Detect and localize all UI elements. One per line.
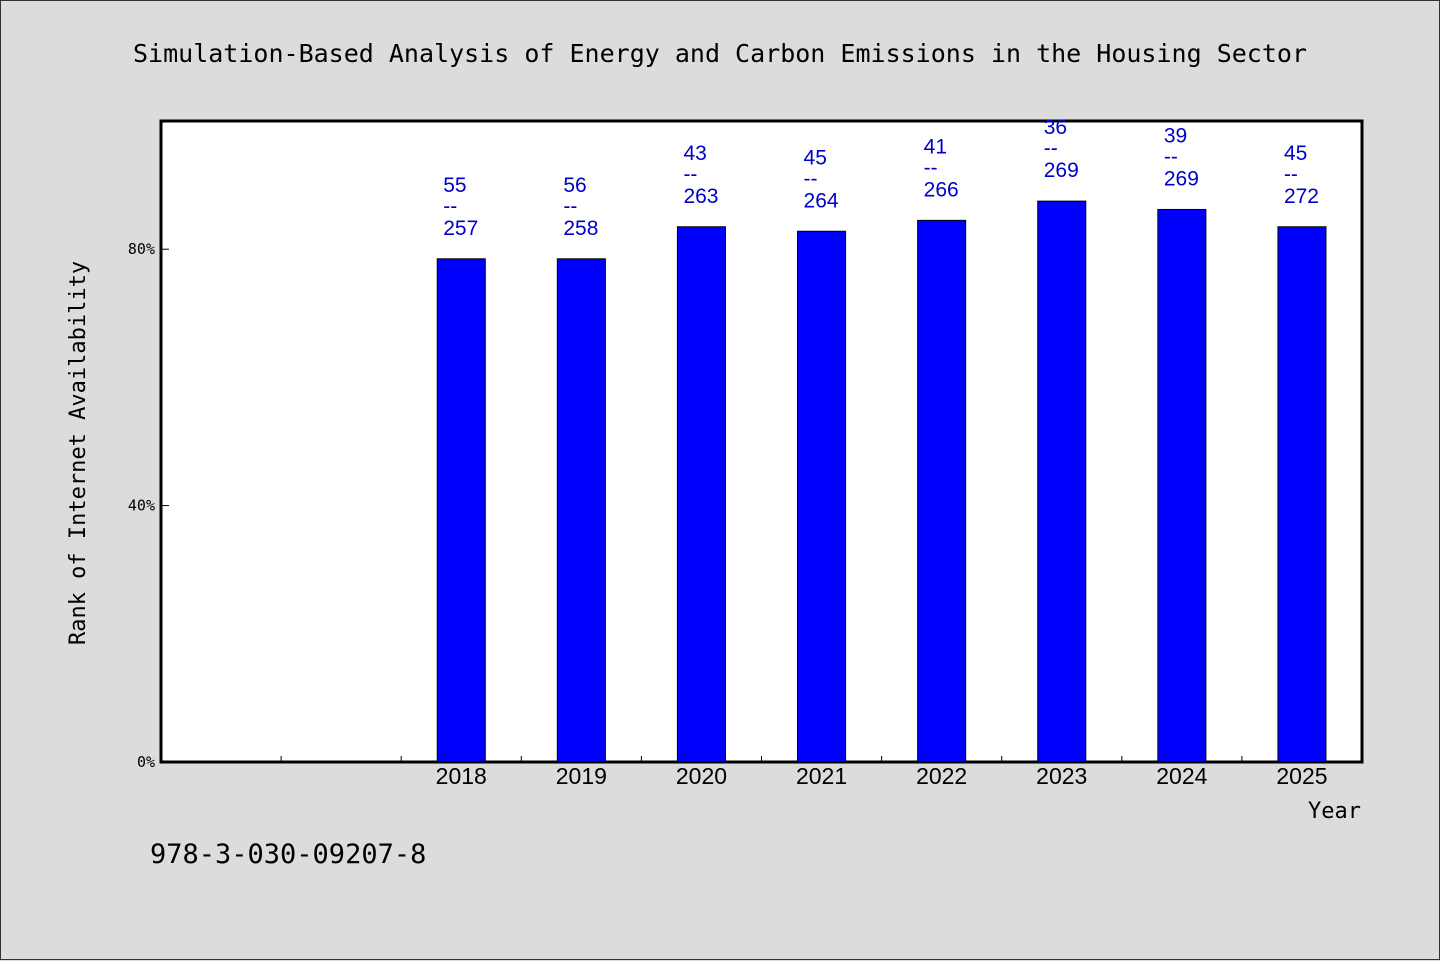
data-label-bottom: 269 — [1044, 159, 1079, 182]
bar-2025 — [1277, 226, 1327, 763]
bar-2021 — [797, 230, 847, 763]
data-label-top: 39 — [1164, 124, 1187, 147]
x-axis-label: Year — [1308, 799, 1361, 824]
data-label-top: 41 — [924, 135, 947, 158]
data-labels-group: 55--25756--25843--26345--26441--26636--2… — [443, 116, 1319, 240]
data-label-bottom: 266 — [924, 178, 959, 201]
data-label-top: 56 — [563, 174, 586, 197]
x-tick-label: 2021 — [796, 763, 847, 789]
data-label-top: 36 — [1044, 116, 1067, 139]
x-tick-label: 2025 — [1276, 763, 1327, 789]
data-label-separator: -- — [1164, 145, 1178, 168]
data-label-bottom: 264 — [804, 189, 839, 212]
data-label-separator: -- — [1284, 163, 1298, 186]
data-label-top: 43 — [683, 142, 706, 165]
data-label-separator: -- — [1044, 137, 1058, 160]
data-label-separator: -- — [443, 195, 457, 218]
y-tick-label: 0% — [137, 753, 155, 771]
chart-title: Simulation-Based Analysis of Energy and … — [133, 39, 1307, 68]
x-tick-label: 2019 — [556, 763, 607, 789]
bar-2020 — [676, 226, 726, 763]
data-label-top: 45 — [804, 146, 827, 169]
bar-2018 — [436, 258, 486, 763]
x-tick-label: 2023 — [1036, 763, 1087, 789]
x-tick-label: 2020 — [676, 763, 727, 789]
bar-2019 — [556, 258, 606, 763]
isbn-footer: 978-3-030-09207-8 — [150, 839, 426, 870]
x-tick-label: 2018 — [436, 763, 487, 789]
x-tick-label: 2024 — [1156, 763, 1207, 789]
data-label-separator: -- — [924, 156, 938, 179]
x-tick-label: 2022 — [916, 763, 967, 789]
data-label-top: 45 — [1284, 142, 1307, 165]
bar-2022 — [917, 219, 967, 763]
x-axis-ticks: 2018 2019 2020 2021 2022 2023 2024 2025 — [280, 756, 1328, 789]
y-axis-label: Rank of Internet Availability — [66, 261, 91, 645]
data-label-bottom: 258 — [563, 217, 598, 240]
data-label-bottom: 272 — [1284, 185, 1319, 208]
data-label-top: 55 — [443, 174, 466, 197]
data-label-separator: -- — [683, 163, 697, 186]
data-label-bottom: 263 — [683, 185, 718, 208]
y-tick-label: 40% — [128, 497, 155, 515]
bars-group — [436, 200, 1327, 763]
data-label-bottom: 257 — [443, 217, 478, 240]
data-label-bottom: 269 — [1164, 167, 1199, 190]
y-tick-label: 80% — [128, 240, 155, 258]
bar-2024 — [1157, 208, 1207, 763]
y-axis-ticks: 0% 40% 80% — [128, 240, 169, 771]
bar-2023 — [1037, 200, 1087, 763]
data-label-separator: -- — [804, 167, 818, 190]
data-label-separator: -- — [563, 195, 577, 218]
